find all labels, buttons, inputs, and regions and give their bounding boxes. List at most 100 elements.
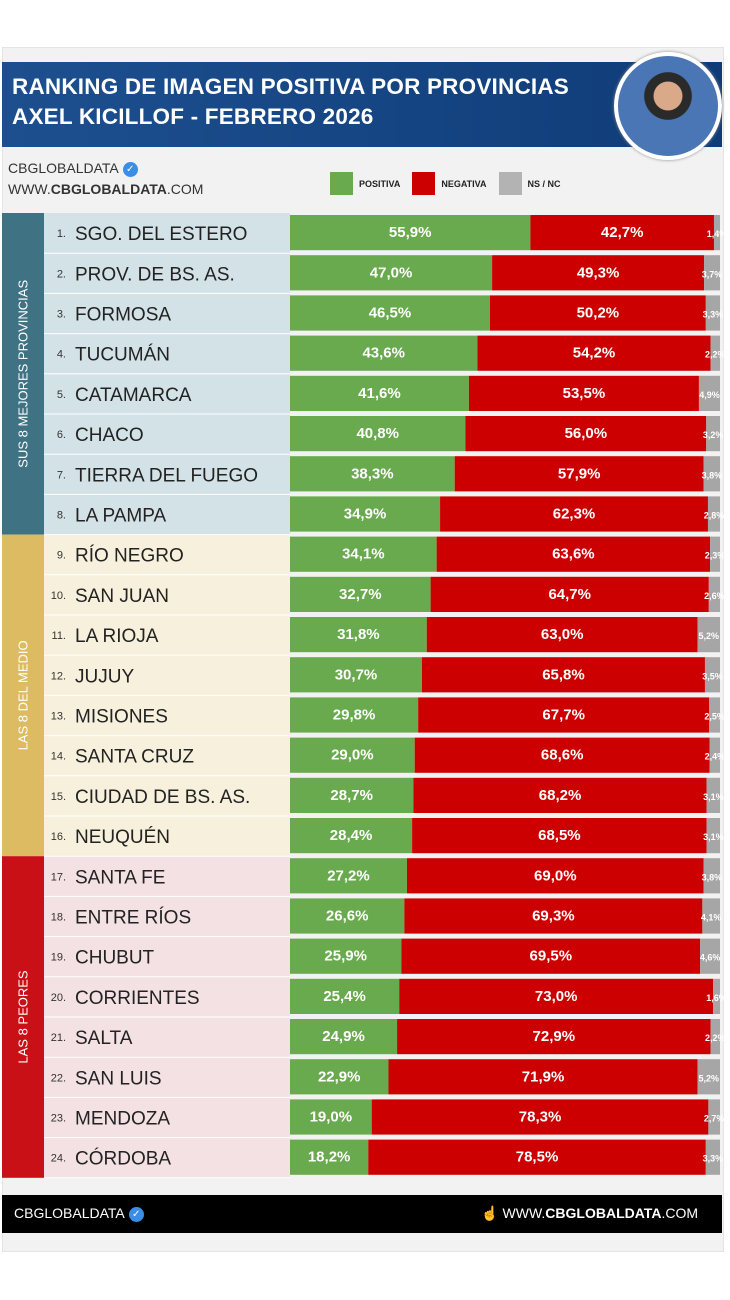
data-label-positiva: 22,9% — [318, 1068, 361, 1085]
header-banner: RANKING DE IMAGEN POSITIVA POR PROVINCIA… — [2, 52, 722, 160]
data-label-positiva: 30,7% — [335, 666, 378, 683]
bar-segment-positiva — [290, 777, 414, 813]
bar-segment-nsnc — [706, 416, 720, 452]
data-label-nsnc: 2,8% — [704, 511, 725, 521]
province-name: LA RIOJA — [75, 626, 159, 647]
bar-segment-negativa — [397, 1019, 711, 1055]
bar-segment-positiva — [290, 215, 531, 251]
footer-brand: CBGLOBALDATA — [14, 1205, 125, 1221]
bar-segment-negativa — [371, 1099, 709, 1135]
bar-segment-negativa — [492, 255, 705, 291]
data-label-nsnc: 2,6% — [704, 591, 725, 601]
data-label-positiva: 19,0% — [310, 1109, 353, 1126]
province-name: SAN JUAN — [75, 586, 169, 607]
rank-number: 2. — [57, 268, 66, 280]
bar-segment-nsnc — [697, 1059, 720, 1095]
rank-number: 5. — [57, 389, 66, 401]
data-label-nsnc: 5,2% — [699, 631, 720, 641]
data-label-positiva: 34,1% — [342, 546, 385, 563]
data-label-negativa: 73,0% — [535, 988, 578, 1005]
bar-segment-positiva — [290, 295, 490, 331]
data-label-negativa: 63,6% — [552, 546, 595, 563]
data-label-nsnc: 1,6% — [706, 993, 727, 1003]
data-label-positiva: 25,4% — [323, 988, 366, 1005]
bar-segment-positiva — [290, 496, 441, 532]
province-name: SAN LUIS — [75, 1068, 162, 1089]
data-label-negativa: 42,7% — [601, 224, 644, 241]
data-label-positiva: 47,0% — [370, 264, 413, 281]
bar-segment-negativa — [489, 295, 706, 331]
data-label-negativa: 54,2% — [573, 345, 616, 362]
legend: POSITIVA NEGATIVA NS / NC — [330, 172, 573, 195]
data-label-negativa: 69,0% — [534, 867, 577, 884]
group-band — [2, 534, 44, 857]
bar-segment-positiva — [290, 456, 455, 492]
data-label-nsnc: 3,3% — [703, 1154, 724, 1164]
province-name: TUCUMÁN — [75, 345, 170, 366]
title-line-1: RANKING DE IMAGEN POSITIVA POR PROVINCIA… — [12, 74, 569, 99]
rank-number: 21. — [51, 1032, 66, 1044]
data-label-positiva: 34,9% — [344, 506, 387, 523]
rank-number: 11. — [52, 630, 66, 642]
data-label-nsnc: 3,1% — [703, 792, 724, 802]
bar-segment-nsnc — [710, 536, 720, 572]
bar-segment-negativa — [418, 697, 710, 733]
data-label-positiva: 38,3% — [351, 465, 394, 482]
bar-segment-nsnc — [705, 295, 720, 331]
brand-block: CBGLOBALDATA ✓ WWW.CBGLOBALDATA.COM — [8, 158, 203, 200]
bar-segment-negativa — [454, 456, 704, 492]
data-label-negativa: 53,5% — [563, 385, 606, 402]
bar-segment-negativa — [406, 858, 704, 894]
data-label-nsnc: 2,7% — [704, 1114, 725, 1124]
brand-url[interactable]: WWW.CBGLOBALDATA.COM — [8, 181, 204, 197]
bar-segment-negativa — [440, 496, 708, 532]
bar-segment-positiva — [290, 737, 415, 773]
rank-number: 12. — [51, 670, 66, 682]
data-label-nsnc: 3,5% — [702, 671, 723, 681]
bar-segment-positiva — [290, 938, 402, 974]
data-label-nsnc: 4,6% — [700, 953, 721, 963]
rank-number: 3. — [57, 309, 66, 321]
data-label-nsnc: 2,2% — [705, 350, 726, 360]
rank-number: 20. — [51, 992, 66, 1004]
bar-segment-negativa — [399, 978, 714, 1014]
province-name: CATAMARCA — [75, 385, 192, 406]
rank-number: 4. — [57, 349, 66, 361]
data-label-negativa: 56,0% — [565, 425, 608, 442]
data-label-positiva: 41,6% — [358, 385, 401, 402]
bar-segment-positiva — [290, 858, 407, 894]
bar-segment-nsnc — [698, 375, 720, 411]
legend-swatch-negativa — [412, 172, 436, 195]
province-name: MENDOZA — [75, 1109, 170, 1130]
rank-number: 8. — [57, 510, 66, 522]
bar-segment-negativa — [404, 898, 703, 934]
province-name: SGO. DEL ESTERO — [75, 224, 247, 245]
data-label-positiva: 46,5% — [369, 305, 412, 322]
province-name: SANTA CRUZ — [75, 747, 194, 768]
legend-swatch-positiva — [330, 172, 353, 195]
bar-segment-positiva — [290, 536, 437, 572]
province-name: MISIONES — [75, 707, 168, 728]
bar-segment-positiva — [290, 697, 419, 733]
bar-segment-negativa — [436, 536, 711, 572]
rank-number: 23. — [51, 1113, 66, 1125]
bar-segment-positiva — [290, 818, 413, 854]
province-name: NEUQUÉN — [75, 827, 170, 848]
bar-segment-negativa — [468, 375, 699, 411]
rank-number: 16. — [51, 831, 66, 843]
bar-segment-positiva — [290, 1139, 369, 1175]
rank-number: 13. — [51, 711, 66, 723]
bar-segment-positiva — [290, 1099, 372, 1135]
bar-segment-negativa — [422, 657, 705, 693]
province-name: PROV. DE BS. AS. — [75, 264, 235, 285]
bar-segment-positiva — [290, 617, 427, 653]
data-label-positiva: 43,6% — [362, 345, 405, 362]
data-label-positiva: 28,4% — [330, 827, 373, 844]
bar-segment-nsnc — [704, 657, 720, 693]
group-band — [2, 856, 44, 1178]
bar-segment-positiva — [290, 1019, 398, 1055]
rank-number: 19. — [51, 952, 66, 964]
data-label-positiva: 32,7% — [339, 586, 382, 603]
footer-url[interactable]: ☝ WWW.CBGLOBALDATA.COM — [481, 1205, 698, 1221]
